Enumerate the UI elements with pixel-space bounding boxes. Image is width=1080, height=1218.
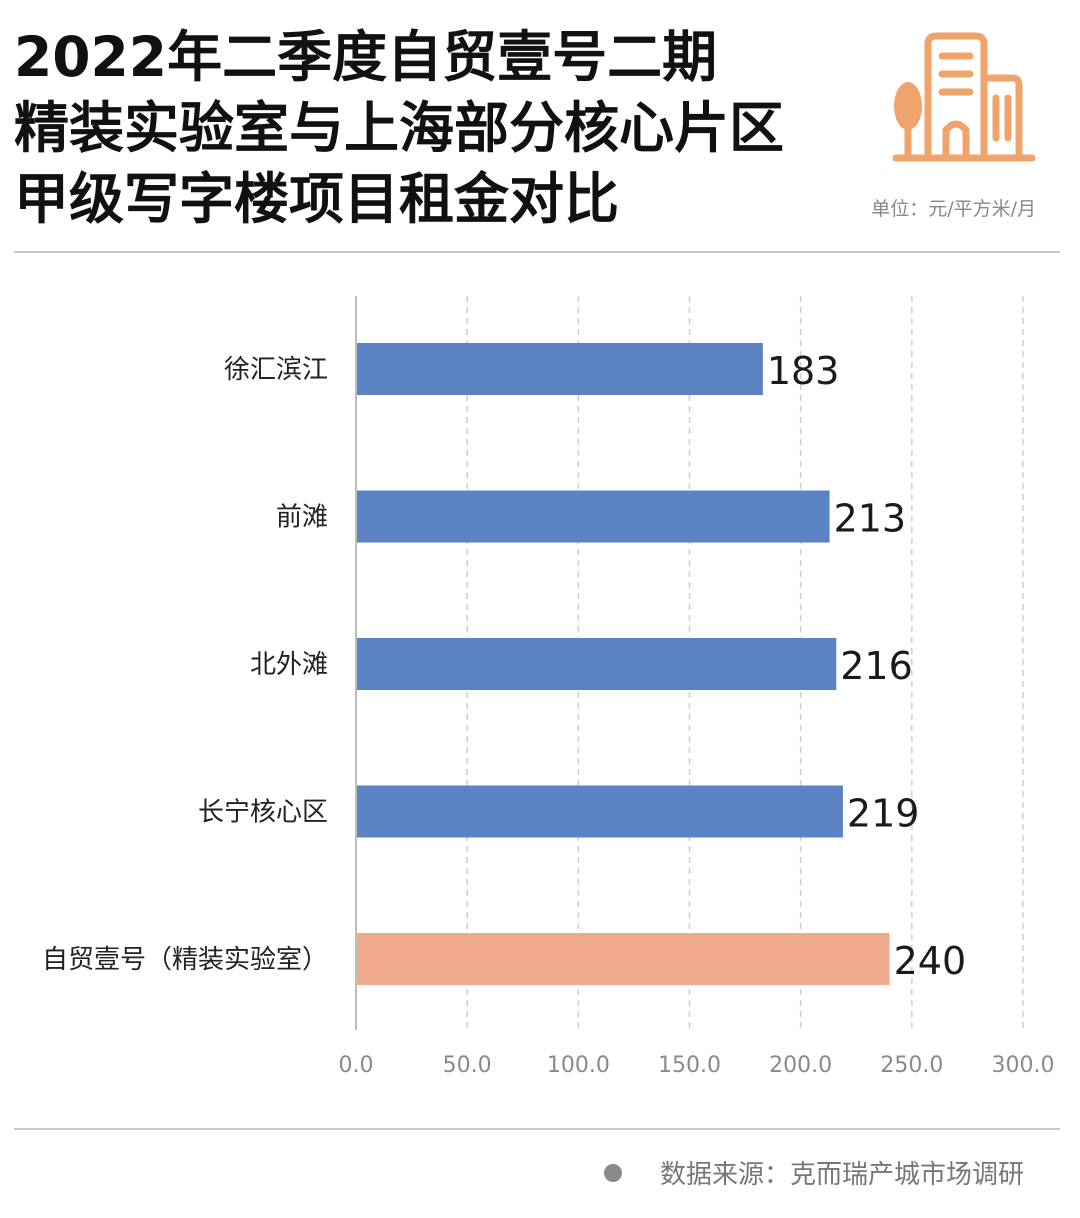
x-tick-label: 200.0: [769, 1053, 832, 1078]
bar: [357, 638, 837, 690]
building-icon: [892, 32, 1036, 162]
category-label: 长宁核心区: [198, 798, 328, 828]
x-tick-label: 300.0: [992, 1053, 1055, 1078]
category-label: 北外滩: [250, 650, 328, 680]
bar: [357, 343, 763, 395]
x-tick-label: 250.0: [880, 1053, 943, 1078]
unit-label: 单位：元/平方米/月: [871, 198, 1036, 220]
title-line-1: 2022年二季度自贸壹号二期: [14, 25, 718, 89]
bar-value-label: 213: [834, 497, 907, 541]
source-text: 数据来源：克而瑞产城市场调研: [660, 1160, 1025, 1190]
top-divider: [14, 251, 1060, 253]
title-line-3: 甲级写字楼项目租金对比: [14, 167, 620, 231]
bar-value-label: 216: [840, 644, 913, 688]
category-label: 前滩: [276, 503, 328, 533]
x-tick-label: 100.0: [547, 1053, 610, 1078]
bar-chart: 0.0 50.0 100.0 150.0 200.0 250.0 300.0 183 徐汇滨江 2…: [42, 296, 1055, 1078]
source-note: 数据来源：克而瑞产城市场调研: [604, 1154, 1024, 1191]
category-label: 自贸壹号（精装实验室）: [42, 945, 328, 975]
bar: [357, 933, 890, 985]
x-tick-label: 150.0: [658, 1053, 721, 1078]
source-dot-icon: [604, 1163, 622, 1182]
bar: [357, 785, 843, 838]
bar-value-label: 240: [894, 939, 967, 983]
x-tick-label: 0.0: [339, 1053, 374, 1078]
category-label: 徐汇滨江: [224, 355, 328, 385]
bar-value-label: 219: [847, 792, 920, 836]
bar: [357, 490, 830, 543]
title-line-2: 精装实验室与上海部分核心片区: [14, 96, 785, 160]
x-tick-label: 50.0: [443, 1053, 492, 1078]
bottom-divider: [14, 1128, 1060, 1130]
chart-title: 2022年二季度自贸壹号二期 精装实验室与上海部分核心片区 甲级写字楼项目租金对…: [14, 22, 874, 235]
bar-value-label: 183: [767, 349, 840, 393]
